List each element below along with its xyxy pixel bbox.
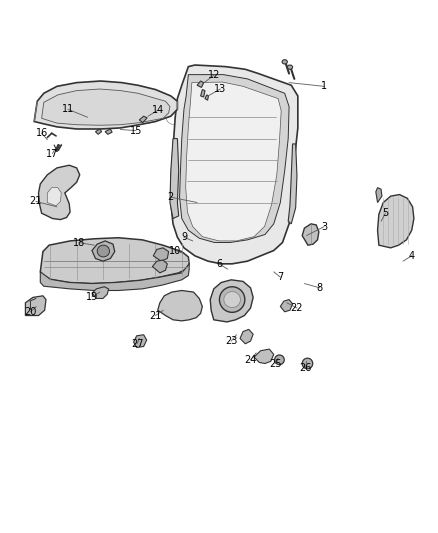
- Polygon shape: [25, 296, 46, 316]
- Text: 26: 26: [300, 363, 312, 373]
- Text: 6: 6: [216, 259, 222, 269]
- Polygon shape: [158, 290, 202, 321]
- Text: 23: 23: [225, 336, 237, 346]
- Text: 7: 7: [277, 272, 283, 282]
- Polygon shape: [42, 89, 170, 125]
- Polygon shape: [197, 81, 204, 87]
- Text: 18: 18: [73, 238, 85, 247]
- Polygon shape: [186, 82, 281, 241]
- Ellipse shape: [275, 355, 284, 365]
- Text: 3: 3: [321, 222, 327, 231]
- Polygon shape: [205, 95, 208, 100]
- Text: 19: 19: [86, 292, 98, 302]
- Polygon shape: [302, 224, 319, 245]
- Text: 21: 21: [149, 311, 162, 320]
- Text: 12: 12: [208, 70, 221, 79]
- Text: 16: 16: [35, 128, 48, 138]
- Ellipse shape: [302, 358, 313, 369]
- Polygon shape: [171, 65, 298, 264]
- Ellipse shape: [224, 292, 240, 308]
- Polygon shape: [39, 165, 80, 220]
- Polygon shape: [34, 81, 177, 129]
- Text: 4: 4: [409, 251, 415, 261]
- Text: 15: 15: [130, 126, 142, 135]
- Polygon shape: [201, 90, 205, 97]
- Text: 8: 8: [317, 283, 323, 293]
- Polygon shape: [376, 188, 382, 203]
- Text: 11: 11: [62, 104, 74, 114]
- Polygon shape: [378, 195, 414, 248]
- Polygon shape: [40, 264, 189, 290]
- Ellipse shape: [219, 287, 245, 312]
- Text: 14: 14: [152, 106, 164, 115]
- Polygon shape: [288, 144, 297, 224]
- Polygon shape: [92, 241, 115, 261]
- Text: 25: 25: [269, 359, 281, 368]
- Polygon shape: [95, 129, 102, 134]
- Text: 22: 22: [291, 303, 303, 313]
- Text: 10: 10: [169, 246, 181, 255]
- Text: 13: 13: [214, 84, 226, 94]
- Text: 27: 27: [131, 339, 143, 349]
- Polygon shape: [152, 260, 167, 273]
- Text: 2: 2: [168, 192, 174, 202]
- Polygon shape: [170, 139, 179, 219]
- Polygon shape: [254, 349, 274, 364]
- Text: 5: 5: [382, 208, 389, 218]
- Polygon shape: [180, 75, 289, 243]
- Text: 1: 1: [321, 82, 327, 91]
- Polygon shape: [210, 280, 253, 322]
- Text: 17: 17: [46, 149, 59, 158]
- Polygon shape: [134, 335, 147, 348]
- Polygon shape: [105, 129, 112, 134]
- Polygon shape: [47, 188, 61, 206]
- Polygon shape: [153, 248, 169, 261]
- Polygon shape: [92, 287, 109, 298]
- Text: 20: 20: [25, 307, 37, 317]
- Polygon shape: [240, 329, 253, 344]
- Ellipse shape: [282, 60, 287, 64]
- Text: 9: 9: [181, 232, 187, 242]
- Polygon shape: [280, 300, 293, 312]
- Polygon shape: [139, 116, 147, 123]
- Ellipse shape: [287, 65, 293, 69]
- Text: 24: 24: [244, 355, 257, 365]
- Polygon shape: [40, 238, 189, 284]
- Ellipse shape: [97, 245, 110, 257]
- Text: 21: 21: [30, 197, 42, 206]
